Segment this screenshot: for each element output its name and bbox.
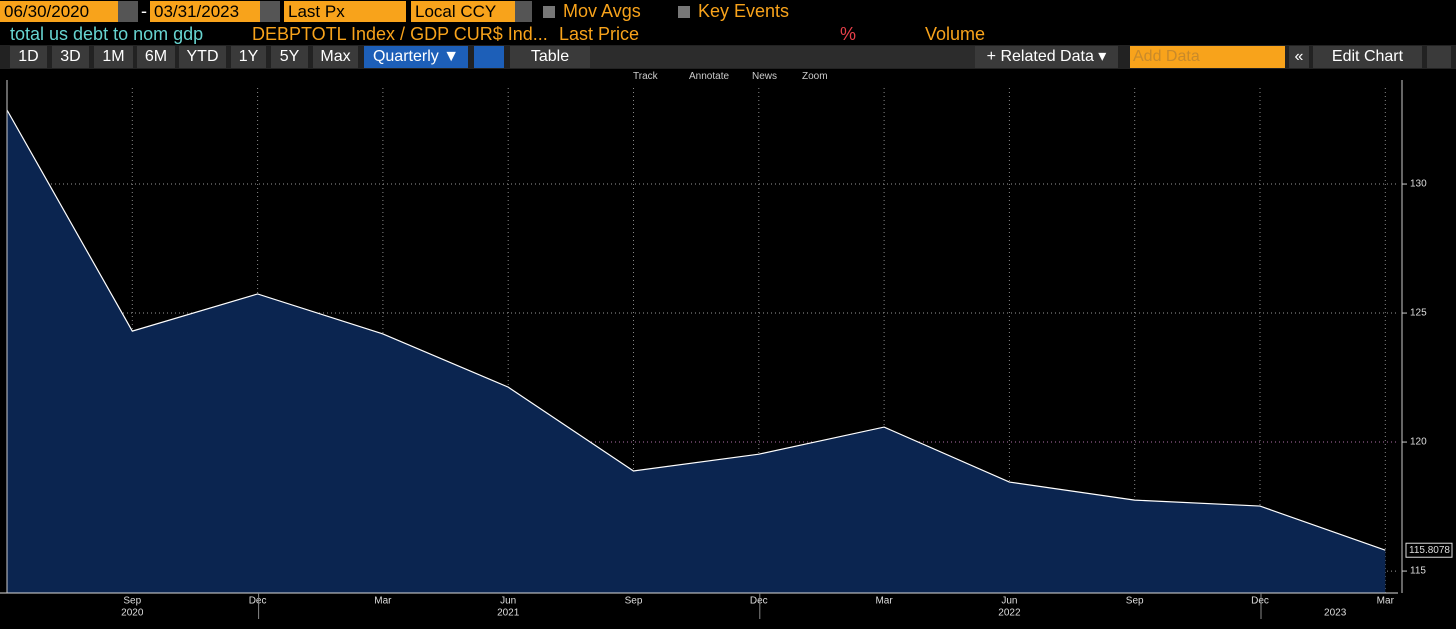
line [6, 109, 1386, 551]
x-tick-label: Dec [249, 596, 267, 607]
area [7, 109, 1386, 593]
expand-icon[interactable] [1427, 46, 1451, 68]
range-button[interactable]: 3D [52, 46, 89, 68]
calendar-icon[interactable] [118, 1, 138, 22]
security: DEBPTOTL Index / GDP CUR$ Ind... [252, 24, 548, 44]
volume: Volume [925, 24, 986, 44]
range-button[interactable]: 1D [10, 46, 47, 68]
x-tick-label: Sep [625, 596, 643, 607]
range-button[interactable]: 1Y [231, 46, 266, 68]
percent: % [840, 24, 857, 44]
x-tick-label: Mar [374, 596, 392, 607]
x-tick-label: Dec [1251, 596, 1269, 607]
checkbox[interactable] [543, 6, 555, 18]
x-year-label: 2023 [1324, 608, 1347, 619]
x-year-label: 2022 [998, 608, 1021, 619]
spacer [590, 46, 975, 68]
last-value-label: 115.8078 [1409, 545, 1450, 556]
range-button[interactable]: 6M [137, 46, 175, 68]
y-tick-label: 115 [1410, 566, 1426, 577]
x-tick-label: Mar [875, 596, 893, 607]
key-events[interactable]: Key Events [698, 1, 790, 21]
chart-tool[interactable]: Track [633, 71, 658, 82]
collapse[interactable]: « [1289, 46, 1309, 68]
related-data[interactable]: + Related Data ▾ [975, 46, 1118, 68]
mov-avgs[interactable]: Mov Avgs [563, 1, 641, 21]
x-tick-label: Sep [123, 596, 141, 607]
end-date[interactable]: 03/31/2023 [150, 1, 260, 22]
table[interactable]: Table [510, 46, 590, 68]
period[interactable]: Quarterly ▼ [364, 46, 468, 68]
x-tick-label: Jun [500, 596, 516, 607]
edit-chart[interactable]: Edit Chart [1313, 46, 1422, 68]
currency[interactable]: Local CCY [411, 1, 515, 22]
add-data[interactable]: Add Data [1130, 46, 1285, 68]
chart-tool[interactable]: Zoom [802, 71, 828, 82]
checkbox[interactable] [678, 6, 690, 18]
range-button[interactable]: 1M [94, 46, 133, 68]
chart-tool[interactable]: News [752, 71, 778, 82]
last-value-box [1405, 542, 1453, 558]
start-date[interactable]: 06/30/2020 [0, 1, 118, 22]
dash: - [141, 1, 147, 21]
price-field[interactable]: Last Px [284, 1, 406, 22]
x-tick-label: Sep [1126, 596, 1144, 607]
range-button[interactable]: Max [313, 46, 358, 68]
chart-icon[interactable] [474, 46, 504, 68]
dropdown-arrow[interactable] [515, 1, 532, 22]
y-tick-label: 125 [1410, 308, 1427, 319]
y-tick-label: 120 [1410, 437, 1427, 448]
x-tick-label: Mar [1377, 596, 1395, 607]
field: Last Price [559, 24, 640, 44]
x-tick-label: Jun [1001, 596, 1017, 607]
x-year-label: 2021 [497, 608, 520, 619]
calendar-icon[interactable] [260, 1, 280, 22]
series-name: total us debt to nom gdp [10, 24, 204, 44]
range-button[interactable]: YTD [179, 46, 226, 68]
x-tick-label: Dec [750, 596, 768, 607]
x-year-label: 2020 [121, 608, 144, 619]
chart-tool[interactable]: Annotate [689, 71, 730, 82]
range-button[interactable]: 5Y [271, 46, 308, 68]
y-tick-label: 130 [1410, 179, 1427, 190]
